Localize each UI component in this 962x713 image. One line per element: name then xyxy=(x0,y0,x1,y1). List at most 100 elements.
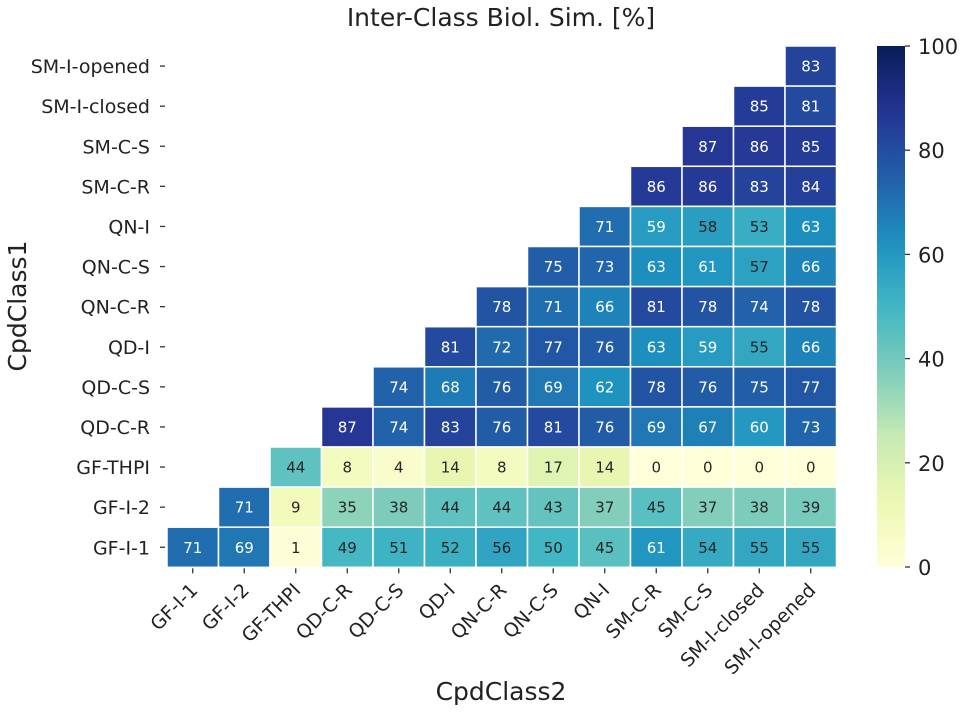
cell-value-label: 66 xyxy=(801,258,820,276)
x-tick-label: SM-C-R xyxy=(602,579,666,643)
y-tick-label: SM-I-closed xyxy=(41,96,150,118)
cell-value-label: 57 xyxy=(750,258,769,276)
cell-value-label: 38 xyxy=(750,499,769,517)
heatmap-cell xyxy=(629,486,683,528)
heatmap-cell xyxy=(784,446,838,488)
cell-value-label: 8 xyxy=(497,459,507,477)
cell-value-label: 69 xyxy=(235,539,254,557)
heatmap-cell xyxy=(166,526,220,569)
heatmap-cell xyxy=(526,446,580,488)
heatmap-cell xyxy=(629,526,683,569)
heatmap-cell xyxy=(269,486,323,528)
heatmap-cell xyxy=(578,406,632,448)
heatmap-cell xyxy=(784,245,838,288)
cell-value-label: 85 xyxy=(801,138,820,156)
cell-value-label: 38 xyxy=(389,499,408,517)
y-tick-label: QN-C-R xyxy=(81,297,150,319)
heatmap-cell xyxy=(526,406,580,448)
cell-value-label: 76 xyxy=(698,378,717,396)
cell-value-label: 59 xyxy=(698,338,717,356)
cell-value-label: 54 xyxy=(698,539,717,557)
y-axis-label: CpdClass1 xyxy=(3,241,32,372)
cell-value-label: 73 xyxy=(595,258,614,276)
cell-value-label: 78 xyxy=(801,298,820,316)
cell-value-label: 44 xyxy=(492,499,511,517)
colorbar-tick-label: 0 xyxy=(918,556,931,580)
heatmap-cell xyxy=(629,366,683,408)
cell-value-label: 59 xyxy=(647,218,666,236)
cell-value-label: 45 xyxy=(647,499,666,517)
x-tick-label: QD-C-R xyxy=(292,579,357,644)
cell-value-label: 86 xyxy=(750,138,769,156)
cell-value-label: 68 xyxy=(441,378,460,396)
heatmap-cell xyxy=(784,165,838,208)
cell-value-label: 61 xyxy=(647,539,666,557)
cell-value-label: 71 xyxy=(595,218,614,236)
colorbar-tick-label: 80 xyxy=(918,139,945,163)
cell-value-label: 74 xyxy=(750,298,769,316)
cell-value-label: 76 xyxy=(595,418,614,436)
cell-value-label: 78 xyxy=(492,298,511,316)
heatmap-cell xyxy=(784,366,838,408)
heatmap-cell xyxy=(423,325,477,368)
heatmap-cell xyxy=(681,406,735,448)
cell-value-label: 44 xyxy=(441,499,460,517)
heatmap-cell xyxy=(629,205,683,248)
heatmap-cell xyxy=(784,486,838,528)
heatmap-cell xyxy=(784,325,838,368)
cell-value-label: 62 xyxy=(595,378,614,396)
cell-value-label: 78 xyxy=(698,298,717,316)
cell-value-label: 8 xyxy=(342,459,352,477)
x-tick-label: QN-C-S xyxy=(499,579,563,643)
cell-value-label: 4 xyxy=(394,459,404,477)
heatmap-cell xyxy=(423,446,477,488)
cell-value-label: 50 xyxy=(544,539,563,557)
colorbar-ticks: 0 20 40 60 80 100 xyxy=(905,35,958,580)
heatmap-cell xyxy=(732,406,786,448)
cell-value-label: 58 xyxy=(698,218,717,236)
cell-value-label: 0 xyxy=(703,459,713,477)
heatmap-cell xyxy=(526,245,580,288)
cell-value-label: 71 xyxy=(183,539,202,557)
cell-value-label: 71 xyxy=(544,298,563,316)
x-tick-label: QN-I xyxy=(569,579,614,624)
y-tick-label: QD-C-S xyxy=(81,377,150,399)
heatmap-cell xyxy=(475,285,529,328)
cell-value-label: 61 xyxy=(698,258,717,276)
cell-value-label: 74 xyxy=(389,418,408,436)
y-tick-label: GF-THPI xyxy=(76,457,150,479)
cell-value-label: 55 xyxy=(750,539,769,557)
heatmap-cell xyxy=(475,526,529,569)
heatmap-cell xyxy=(320,526,374,569)
heatmap-cell xyxy=(732,486,786,528)
cell-value-label: 63 xyxy=(647,338,666,356)
cell-value-label: 0 xyxy=(754,459,764,477)
heatmap-cell xyxy=(526,325,580,368)
cell-value-label: 14 xyxy=(441,459,460,477)
cell-value-label: 86 xyxy=(698,178,717,196)
y-tick-label: QN-I xyxy=(108,216,150,238)
y-tick-label: QD-I xyxy=(108,337,150,359)
x-tick-label: GF-I-1 xyxy=(146,579,202,635)
heatmap-cell xyxy=(578,486,632,528)
heatmap-cell xyxy=(217,486,271,528)
y-tick-label: SM-C-R xyxy=(81,176,150,198)
cell-value-label: 69 xyxy=(544,378,563,396)
cell-value-label: 84 xyxy=(801,178,820,196)
cell-value-label: 85 xyxy=(750,98,769,116)
cell-value-label: 9 xyxy=(291,499,301,517)
x-tick-label: SM-I-opened xyxy=(720,579,820,679)
heatmap-cell xyxy=(578,526,632,569)
heatmap-cell xyxy=(475,406,529,448)
y-tick-label: GF-I-1 xyxy=(93,537,150,559)
heatmap-cell xyxy=(681,486,735,528)
cell-value-label: 35 xyxy=(338,499,357,517)
heatmap-cell xyxy=(526,486,580,528)
cell-value-label: 81 xyxy=(647,298,666,316)
heatmap-cell xyxy=(681,165,735,208)
cell-value-label: 1 xyxy=(291,539,301,557)
heatmap-cell xyxy=(732,205,786,248)
y-tick-labels: SM-I-opened SM-I-closed SM-C-S SM-C-R QN-I QN… xyxy=(31,56,165,559)
